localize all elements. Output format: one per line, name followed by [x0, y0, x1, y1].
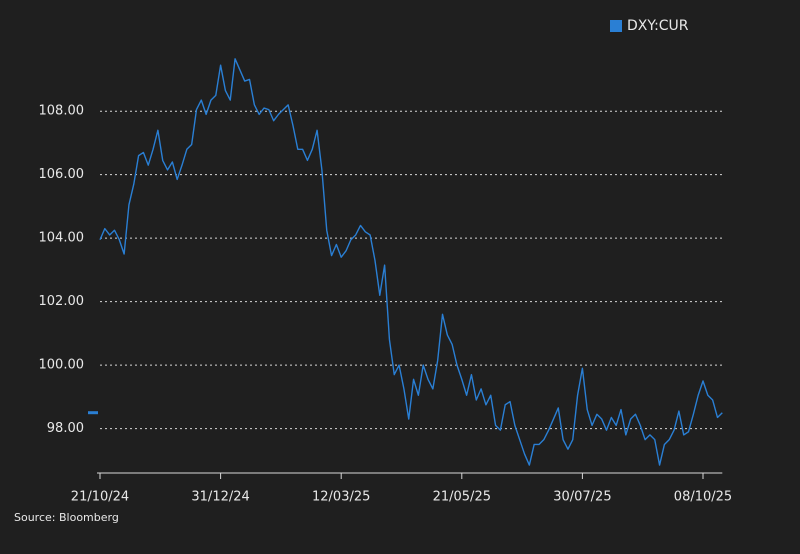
- x-tick-label: 12/03/25: [312, 490, 370, 505]
- y-tick-label: 106.00: [39, 167, 85, 182]
- y-tick-label: 98.00: [47, 421, 84, 436]
- legend-swatch: [610, 20, 622, 32]
- y-tick-label: 100.00: [39, 358, 85, 373]
- legend-label: DXY:CUR: [627, 18, 689, 34]
- y-tick-label: 104.00: [39, 231, 85, 246]
- x-tick-label: 21/10/24: [71, 490, 129, 505]
- x-tick-label: 30/07/25: [553, 490, 611, 505]
- x-tick-label: 31/12/24: [191, 490, 249, 505]
- y-tick-label: 102.00: [39, 294, 85, 309]
- source-note: Source: Bloomberg: [14, 511, 119, 524]
- y-tick-label: 108.00: [39, 104, 85, 119]
- x-tick-label: 08/10/25: [674, 490, 732, 505]
- price-line: [99, 58, 723, 466]
- x-tick-label: 21/05/25: [433, 490, 491, 505]
